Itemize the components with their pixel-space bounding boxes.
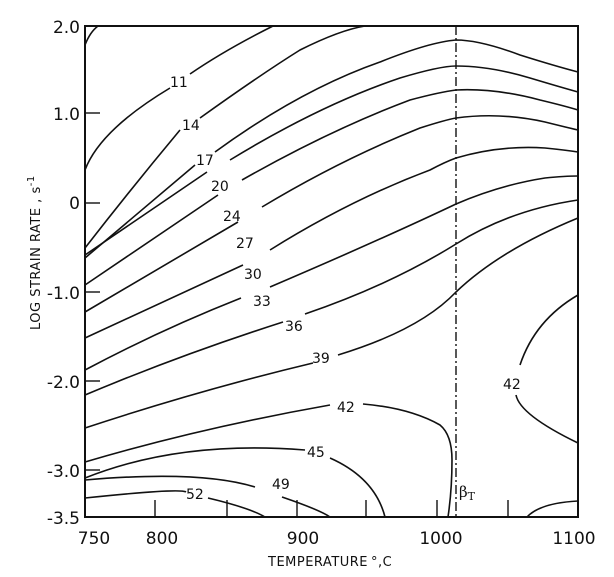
contour-30 bbox=[84, 146, 579, 339]
contour-label-20: 20 bbox=[211, 179, 229, 195]
y-tick-neg1: -1.0 bbox=[47, 284, 80, 304]
contour-label-49: 49 bbox=[272, 477, 290, 493]
contour-lines bbox=[84, 25, 579, 518]
contour-label-33: 33 bbox=[253, 294, 271, 310]
contour-36 bbox=[84, 199, 579, 396]
contour-label-36: 36 bbox=[285, 319, 303, 335]
contour-52 bbox=[84, 490, 266, 518]
x-tick-800: 800 bbox=[146, 529, 178, 549]
contour-42-left bbox=[84, 403, 453, 518]
contour-14 bbox=[84, 25, 366, 249]
contour-label-14: 14 bbox=[182, 118, 200, 134]
contour-45 bbox=[84, 447, 386, 518]
contour-42-right bbox=[515, 294, 579, 444]
y-tick-2: 2.0 bbox=[53, 18, 80, 38]
y-tick-0: 0 bbox=[69, 194, 80, 214]
contour-corner bbox=[84, 25, 99, 46]
contour-labels: 11 14 17 20 24 27 30 33 36 39 42 42 45 4… bbox=[170, 75, 521, 503]
x-axis-title: TEMPERATURE °,C bbox=[267, 555, 392, 570]
x-axis: 750 800 900 1000 1100 bbox=[78, 500, 596, 549]
contour-11 bbox=[84, 25, 274, 171]
x-tick-750: 750 bbox=[78, 529, 110, 549]
contour-label-27: 27 bbox=[236, 236, 254, 252]
x-tick-900: 900 bbox=[287, 529, 319, 549]
y-tick-neg2: -2.0 bbox=[47, 373, 80, 393]
plot-frame bbox=[84, 25, 579, 518]
y-tick-1: 1.0 bbox=[53, 105, 80, 125]
contour-label-24: 24 bbox=[223, 209, 241, 225]
contour-label-39: 39 bbox=[312, 351, 330, 367]
contour-24 bbox=[84, 88, 579, 286]
contour-label-42-right: 42 bbox=[503, 377, 521, 393]
beta-transus-label: βT bbox=[459, 483, 476, 503]
contour-label-11: 11 bbox=[170, 75, 188, 91]
contour-label-52: 52 bbox=[186, 487, 204, 503]
contour-20 bbox=[84, 65, 579, 256]
contour-27 bbox=[84, 114, 579, 313]
contour-label-30: 30 bbox=[244, 267, 262, 283]
y-axis: 2.0 1.0 0 -1.0 -2.0 -3.0 -3.5 bbox=[47, 18, 100, 529]
contour-bottom-right bbox=[526, 500, 579, 518]
contour-33 bbox=[84, 175, 579, 371]
contour-39 bbox=[84, 217, 579, 429]
contour-49 bbox=[84, 475, 331, 518]
y-axis-title: LOG STRAIN RATE , s-1 bbox=[26, 175, 44, 330]
y-tick-neg3-5: -3.5 bbox=[47, 509, 80, 529]
contour-label-45: 45 bbox=[307, 445, 325, 461]
x-tick-1000: 1000 bbox=[419, 529, 462, 549]
contour-label-42: 42 bbox=[337, 400, 355, 416]
y-tick-neg3: -3.0 bbox=[47, 462, 80, 482]
x-tick-1100: 1100 bbox=[552, 529, 595, 549]
contour-label-17: 17 bbox=[196, 153, 214, 169]
